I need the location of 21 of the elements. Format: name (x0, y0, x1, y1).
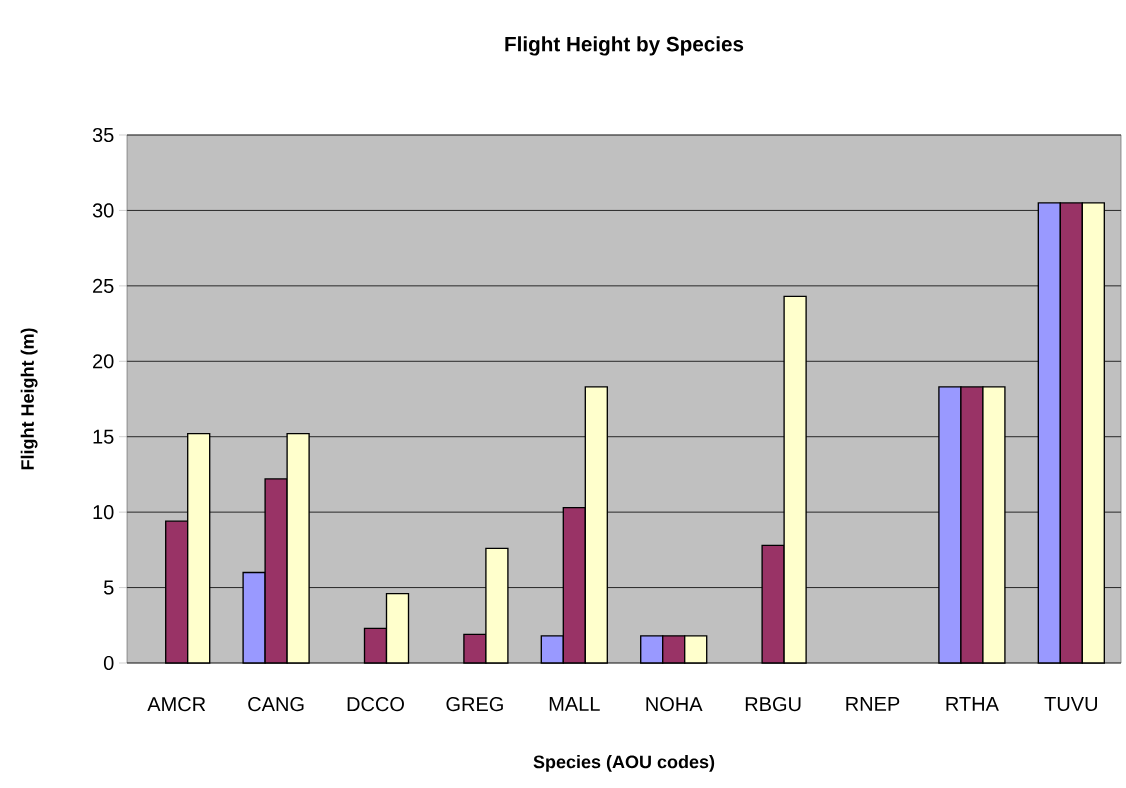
y-axis-title: Flight Height (m) (20, 328, 38, 470)
x-tick-label: RNEP (846, 697, 900, 711)
x-tick-label: TUVU (1044, 697, 1097, 711)
x-tick-label: CANG (248, 697, 304, 712)
x-tick-label: MALL (549, 697, 600, 711)
x-tick-label: DCCO (347, 697, 404, 712)
x-tick-label: NOHA (646, 697, 703, 712)
x-tick-label: RBGU (745, 697, 801, 712)
x-axis-title: Species (AOU codes) (533, 755, 715, 772)
y-tick-label: 35 (92, 127, 114, 143)
x-tick-label: GREG (446, 697, 503, 712)
y-tick-label: 20 (93, 354, 114, 369)
y-tick-label: 0 (103, 655, 114, 671)
x-tick-label: AMCR (147, 697, 206, 712)
y-tick-label: 15 (93, 429, 114, 444)
x-tick-label: RTHA (946, 697, 999, 711)
y-tick-label: 30 (92, 203, 114, 218)
y-tick-label: 25 (93, 278, 114, 293)
y-tick-label: 10 (93, 505, 114, 520)
y-tick-label: 5 (103, 580, 114, 595)
chart-title: Flight Height by Species (505, 36, 744, 56)
